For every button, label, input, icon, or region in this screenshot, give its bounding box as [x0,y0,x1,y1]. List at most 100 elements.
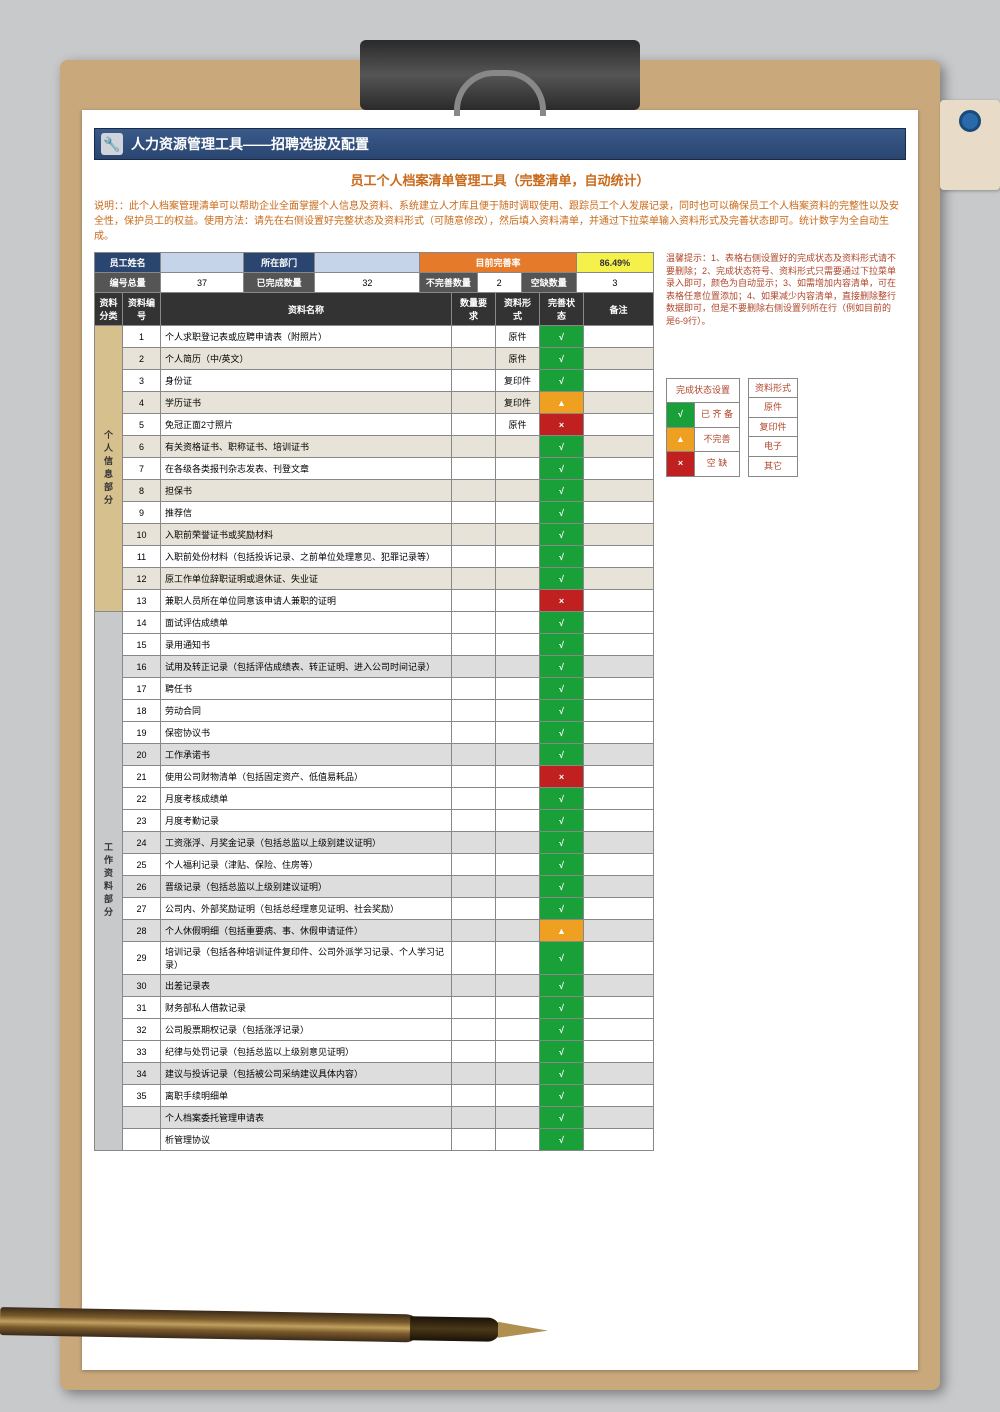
row-note[interactable] [584,1063,654,1085]
row-note[interactable] [584,898,654,920]
row-qty[interactable] [452,480,496,502]
row-note[interactable] [584,634,654,656]
row-note[interactable] [584,502,654,524]
row-note[interactable] [584,832,654,854]
row-form[interactable] [496,942,540,975]
row-status[interactable]: √ [540,480,584,502]
row-form[interactable]: 复印件 [496,392,540,414]
row-note[interactable] [584,766,654,788]
row-form[interactable] [496,744,540,766]
row-status[interactable]: √ [540,876,584,898]
row-form[interactable]: 原件 [496,326,540,348]
row-form[interactable] [496,832,540,854]
row-status[interactable]: √ [540,634,584,656]
row-form[interactable] [496,1129,540,1151]
row-qty[interactable] [452,656,496,678]
row-qty[interactable] [452,1063,496,1085]
row-status[interactable]: √ [540,1063,584,1085]
row-form[interactable] [496,480,540,502]
row-status[interactable]: √ [540,898,584,920]
row-form[interactable] [496,436,540,458]
row-form[interactable]: 原件 [496,414,540,436]
row-qty[interactable] [452,766,496,788]
row-status[interactable]: √ [540,546,584,568]
row-form[interactable] [496,920,540,942]
row-qty[interactable] [452,898,496,920]
row-status[interactable]: √ [540,997,584,1019]
row-form[interactable] [496,788,540,810]
row-form[interactable] [496,524,540,546]
row-form[interactable] [496,1019,540,1041]
row-note[interactable] [584,744,654,766]
row-note[interactable] [584,612,654,634]
row-note[interactable] [584,788,654,810]
row-status[interactable]: ▲ [540,392,584,414]
row-form[interactable] [496,1041,540,1063]
row-status[interactable]: √ [540,656,584,678]
row-form[interactable] [496,810,540,832]
row-form[interactable] [496,722,540,744]
row-note[interactable] [584,568,654,590]
row-status[interactable]: √ [540,1107,584,1129]
row-qty[interactable] [452,1129,496,1151]
row-form[interactable]: 复印件 [496,370,540,392]
row-qty[interactable] [452,634,496,656]
row-qty[interactable] [452,1107,496,1129]
row-form[interactable] [496,1063,540,1085]
val-name[interactable] [161,253,244,273]
row-qty[interactable] [452,700,496,722]
row-note[interactable] [584,414,654,436]
row-note[interactable] [584,942,654,975]
row-status[interactable]: × [540,766,584,788]
row-note[interactable] [584,1107,654,1129]
row-note[interactable] [584,810,654,832]
row-status[interactable]: √ [540,1019,584,1041]
row-status[interactable]: √ [540,326,584,348]
row-form[interactable] [496,656,540,678]
row-qty[interactable] [452,854,496,876]
row-form[interactable] [496,458,540,480]
row-note[interactable] [584,678,654,700]
row-status[interactable]: × [540,590,584,612]
row-qty[interactable] [452,612,496,634]
row-qty[interactable] [452,810,496,832]
row-qty[interactable] [452,1085,496,1107]
row-note[interactable] [584,854,654,876]
row-note[interactable] [584,997,654,1019]
row-status[interactable]: √ [540,700,584,722]
row-status[interactable]: √ [540,854,584,876]
row-form[interactable] [496,1107,540,1129]
row-qty[interactable] [452,414,496,436]
row-qty[interactable] [452,1041,496,1063]
row-qty[interactable] [452,722,496,744]
row-form[interactable] [496,634,540,656]
row-qty[interactable] [452,370,496,392]
row-note[interactable] [584,876,654,898]
row-status[interactable]: √ [540,1041,584,1063]
row-status[interactable]: √ [540,832,584,854]
row-form[interactable] [496,612,540,634]
row-form[interactable] [496,502,540,524]
row-qty[interactable] [452,832,496,854]
row-form[interactable] [496,854,540,876]
row-note[interactable] [584,722,654,744]
val-dept[interactable] [315,253,420,273]
row-note[interactable] [584,1129,654,1151]
row-form[interactable] [496,568,540,590]
row-status[interactable]: √ [540,370,584,392]
row-note[interactable] [584,590,654,612]
row-note[interactable] [584,920,654,942]
row-qty[interactable] [452,744,496,766]
row-status[interactable]: √ [540,1129,584,1151]
row-qty[interactable] [452,524,496,546]
row-qty[interactable] [452,546,496,568]
row-status[interactable]: √ [540,788,584,810]
row-form[interactable] [496,1085,540,1107]
row-form[interactable] [496,975,540,997]
row-status[interactable]: √ [540,810,584,832]
row-note[interactable] [584,1085,654,1107]
row-status[interactable]: √ [540,524,584,546]
row-status[interactable]: √ [540,348,584,370]
row-qty[interactable] [452,348,496,370]
row-status[interactable]: √ [540,458,584,480]
